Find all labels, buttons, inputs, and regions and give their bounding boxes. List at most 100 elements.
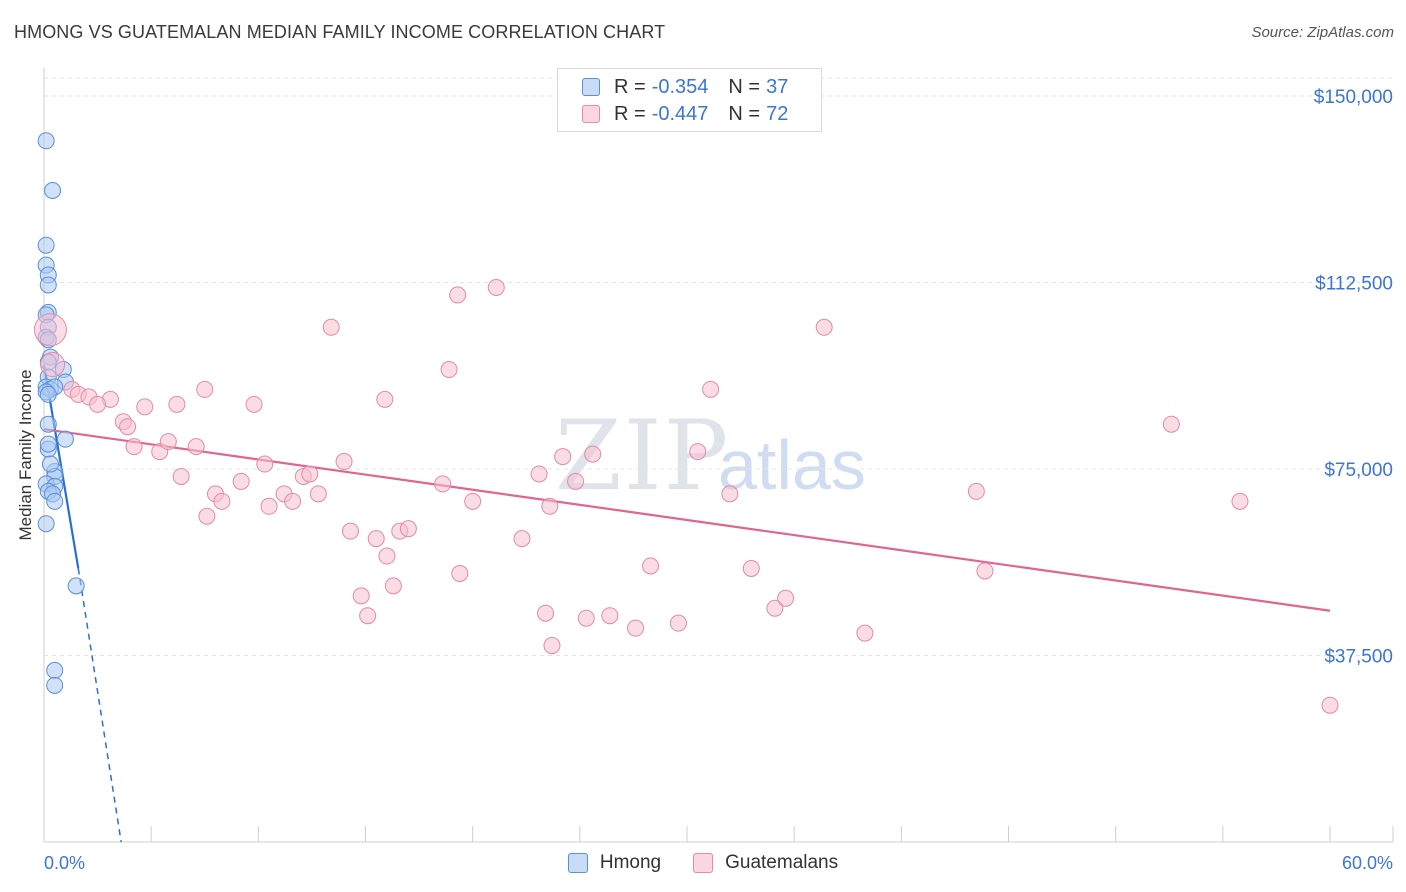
data-points — [33, 132, 1339, 714]
series-legend: Hmong Guatemalans — [0, 852, 1406, 874]
guatemalan-point — [766, 599, 784, 617]
hmong-point — [46, 676, 64, 694]
gridlines — [44, 77, 1393, 656]
series-label-guatemalans: Guatemalans — [725, 852, 839, 873]
guatemalan-point — [198, 507, 216, 525]
legend-row-guatemalans: R = -0.447 N = 72 — [582, 102, 808, 126]
x-tick-label: 60.0% — [1342, 853, 1393, 873]
trend-lines — [42, 364, 1331, 843]
guatemalan-point — [537, 604, 555, 622]
hmong-point — [37, 236, 55, 254]
guatemalan-point — [359, 607, 377, 625]
tick-labels: $37,500 $75,000 $112,500 $150,000 0.0% 60.0% — [44, 87, 1393, 873]
guatemalan-point — [434, 475, 452, 493]
guatemalan-point — [119, 418, 137, 436]
source-label: Source: ZipAtlas.com — [1251, 24, 1394, 41]
legend-n-label: N = — [728, 102, 761, 125]
guatemalan-point — [136, 398, 154, 416]
guatemalan-point — [40, 352, 66, 378]
guatemalan-point — [642, 557, 660, 575]
guatemalan-point — [541, 497, 559, 515]
guatemalan-point — [554, 448, 572, 466]
guatemalan-point — [384, 577, 402, 595]
guatemalan-point — [245, 395, 263, 413]
hmong-point — [39, 276, 57, 294]
guatemalan-trend-line — [43, 428, 1331, 612]
guatemalan-point — [440, 361, 458, 379]
guatemalan-point — [125, 438, 143, 456]
legend-swatch-guatemalans — [582, 105, 600, 123]
y-tick-label: $75,000 — [1324, 460, 1393, 481]
x-tick-label: 0.0% — [44, 853, 85, 873]
y-axis-label: Median Family Income — [16, 369, 35, 541]
guatemalan-point — [33, 313, 67, 347]
series-swatch-hmong — [567, 853, 588, 873]
guatemalan-point — [168, 395, 186, 413]
guatemalan-point — [577, 609, 595, 627]
guatemalan-point — [1162, 415, 1180, 433]
legend-r-label: R = — [614, 102, 646, 125]
guatemalan-point — [669, 614, 687, 632]
legend-r-label: R = — [614, 75, 646, 98]
guatemalan-point — [309, 485, 327, 503]
guatemalan-point — [213, 492, 231, 510]
legend-n-value: 37 — [766, 75, 789, 98]
guatemalan-point — [777, 589, 795, 607]
guatemalan-point — [530, 465, 548, 483]
guatemalan-point — [742, 559, 760, 577]
hmong-point — [39, 435, 57, 453]
guatemalan-point — [815, 318, 833, 336]
guatemalan-point — [702, 380, 720, 398]
series-legend-hmong: Hmong — [567, 852, 662, 874]
guatemalan-point — [367, 530, 385, 548]
hmong-point — [41, 455, 59, 473]
guatemalan-point — [976, 562, 994, 580]
guatemalan-point — [1321, 696, 1339, 714]
guatemalan-point — [627, 619, 645, 637]
chart-title: HMONG VS GUATEMALAN MEDIAN FAMILY INCOME… — [14, 22, 666, 42]
legend-r-value: -0.354 — [651, 75, 709, 98]
guatemalan-point — [464, 492, 482, 510]
axes — [43, 68, 1394, 843]
guatemalan-point — [159, 433, 177, 451]
hmong-point — [44, 181, 62, 199]
legend-n-value: 72 — [766, 102, 789, 125]
guatemalan-point — [376, 390, 394, 408]
guatemalan-point — [451, 564, 469, 582]
guatemalan-point — [601, 607, 619, 625]
series-legend-guatemalans: Guatemalans — [693, 852, 838, 874]
guatemalan-point — [543, 637, 561, 655]
hmong-point — [56, 430, 74, 448]
guatemalan-point — [89, 395, 107, 413]
guatemalan-point — [196, 380, 214, 398]
watermark-atlas: atlas — [718, 426, 866, 504]
guatemalan-point — [487, 278, 505, 296]
y-tick-label: $112,500 — [1315, 274, 1393, 295]
correlation-legend: R = -0.354 N = 37 R = -0.447 N = 72 — [557, 68, 822, 132]
hmong-point — [37, 515, 55, 533]
guatemalan-point — [721, 485, 739, 503]
guatemalan-point — [584, 445, 602, 463]
guatemalan-point — [856, 624, 874, 642]
guatemalan-point — [378, 547, 396, 565]
guatemalan-point — [260, 497, 278, 515]
guatemalan-point — [187, 438, 205, 456]
guatemalan-point — [341, 522, 359, 540]
guatemalan-point — [172, 467, 190, 485]
guatemalan-point — [322, 318, 340, 336]
hmong-point — [39, 415, 57, 433]
guatemalan-point — [352, 587, 370, 605]
guatemalan-point — [567, 472, 585, 490]
guatemalan-point — [449, 286, 467, 304]
hmong-point — [37, 132, 55, 150]
y-tick-label: $150,000 — [1314, 87, 1393, 108]
series-label-hmong: Hmong — [599, 852, 662, 873]
guatemalan-point — [399, 520, 417, 538]
legend-row-hmong: R = -0.354 N = 37 — [582, 75, 808, 99]
guatemalan-point — [1231, 492, 1249, 510]
hmong-point — [46, 661, 64, 679]
guatemalan-point — [301, 465, 319, 483]
hmong-point — [67, 577, 85, 595]
legend-n-label: N = — [728, 75, 761, 98]
